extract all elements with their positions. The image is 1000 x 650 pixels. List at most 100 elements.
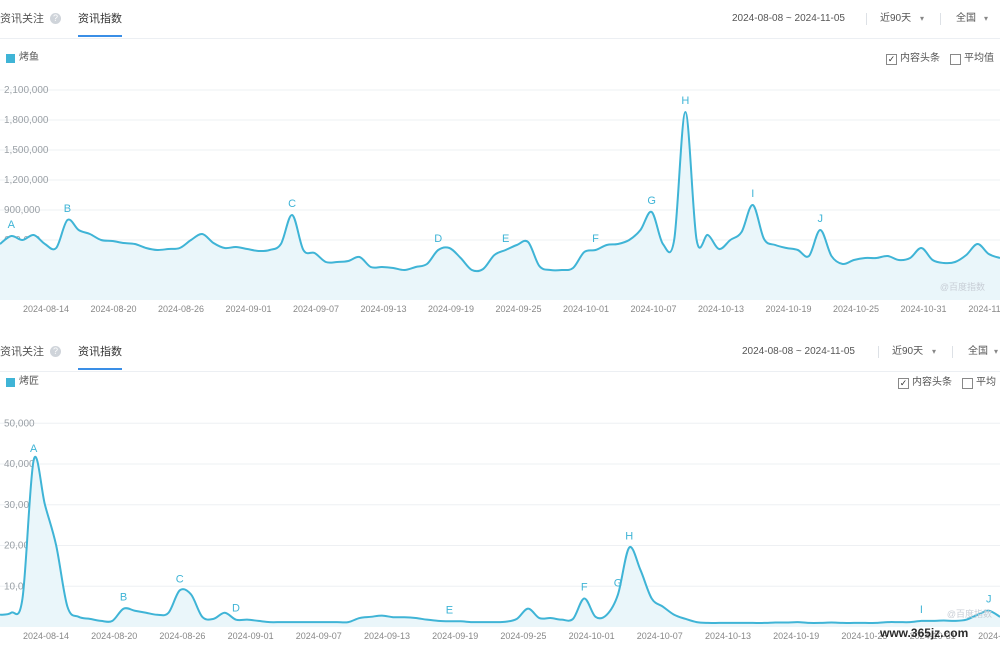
average-checkbox[interactable]	[962, 378, 973, 389]
x-tick-label: 2024-09-07	[293, 304, 339, 314]
x-tick-label: 2024-09-01	[228, 631, 274, 641]
content-headline-label: 内容头条	[900, 53, 940, 64]
event-marker-e[interactable]: E	[446, 604, 453, 616]
x-tick-label: 2024-10-31	[900, 304, 946, 314]
divider	[952, 346, 953, 358]
event-marker-i[interactable]: I	[920, 604, 923, 616]
average-label: 平均	[976, 377, 996, 388]
series-area	[0, 456, 1000, 627]
x-tick-label: 2024-10-07	[637, 631, 683, 641]
event-marker-c[interactable]: C	[288, 198, 296, 210]
x-tick-label: 2024-09-13	[364, 631, 410, 641]
event-marker-g[interactable]: G	[614, 577, 623, 589]
period-select[interactable]: 近90天	[880, 13, 912, 24]
legend-label[interactable]: 烤鱼	[19, 52, 39, 63]
chart-canvas: 300,000600,000900,0001,200,0001,500,0001…	[0, 85, 1000, 314]
x-tick-label: 2024-09-07	[296, 631, 342, 641]
average-label: 平均值	[964, 53, 994, 64]
region-select[interactable]: 全国	[956, 13, 976, 24]
x-tick-label: 2024-10-13	[705, 631, 751, 641]
content-headline-label: 内容头条	[912, 377, 952, 388]
y-tick-label: 50,000	[4, 418, 35, 429]
event-marker-c[interactable]: C	[176, 573, 184, 585]
y-tick-label: 1,200,000	[4, 175, 49, 186]
event-marker-a[interactable]: A	[30, 443, 38, 455]
x-tick-label: 2024-09-25	[500, 631, 546, 641]
x-tick-label: 2024-09-19	[432, 631, 478, 641]
tab-news-index[interactable]: 资讯指数	[78, 346, 122, 358]
x-tick-label: 2024-10-25	[841, 631, 887, 641]
event-marker-b[interactable]: B	[64, 203, 71, 215]
x-tick-label: 2024-08-20	[90, 304, 136, 314]
divider	[940, 13, 941, 25]
average-checkbox[interactable]	[950, 54, 961, 65]
event-marker-i[interactable]: I	[751, 188, 754, 200]
series-line[interactable]	[0, 455, 1000, 625]
tab-news-follow[interactable]: 资讯关注	[0, 13, 44, 25]
y-tick-label: 2,100,000	[4, 85, 49, 96]
tab-news-follow[interactable]: 资讯关注	[0, 346, 44, 358]
x-tick-label: 2024-09-25	[495, 304, 541, 314]
active-tab-indicator	[78, 35, 122, 37]
x-tick-label: 2024-11-05	[968, 304, 1000, 314]
help-icon[interactable]: ?	[50, 346, 61, 357]
event-marker-b[interactable]: B	[120, 592, 127, 604]
chevron-down-icon[interactable]: ▾	[932, 347, 937, 356]
y-tick-label: 10,000	[4, 581, 35, 592]
x-tick-label: 2024-08-14	[23, 304, 69, 314]
event-marker-a[interactable]: A	[8, 219, 16, 231]
content-headline-checkbox[interactable]: ✓	[886, 54, 897, 65]
x-tick-label: 2024-10-31	[910, 631, 956, 641]
y-tick-label: 900,000	[4, 205, 41, 216]
x-tick-label: 2024-11-05	[978, 631, 1000, 641]
y-tick-label: 1,800,000	[4, 115, 49, 126]
event-marker-f[interactable]: F	[592, 233, 599, 245]
series-area	[0, 112, 1000, 300]
event-marker-e[interactable]: E	[502, 233, 509, 245]
date-range-display[interactable]: 2024-08-08 ~ 2024-11-05	[742, 346, 855, 357]
chevron-down-icon[interactable]: ▾	[920, 14, 925, 23]
x-tick-label: 2024-10-19	[773, 631, 819, 641]
x-tick-label: 2024-08-26	[159, 631, 205, 641]
x-tick-label: 2024-08-20	[91, 631, 137, 641]
event-marker-d[interactable]: D	[232, 603, 240, 615]
divider	[878, 346, 879, 358]
tab-bar: 资讯关注 ? 资讯指数 2024-08-08 ~ 2024-11-05 近90天…	[0, 333, 1000, 372]
chart-canvas: 10,000 20,000 30,000 40,000 50,000 A B C D E F G H I J…	[0, 418, 1000, 641]
series-line[interactable]	[0, 110, 1000, 273]
x-tick-label: 2024-08-14	[23, 631, 69, 641]
x-tick-label: 2024-10-25	[833, 304, 879, 314]
x-tick-label: 2024-08-26	[158, 304, 204, 314]
x-tick-label: 2024-10-07	[630, 304, 676, 314]
help-icon[interactable]: ?	[50, 13, 61, 24]
event-marker-f[interactable]: F	[581, 581, 588, 593]
site-watermark: www.365jz.com	[880, 626, 969, 640]
region-select[interactable]: 全国	[968, 346, 988, 357]
legend-label[interactable]: 烤匠	[19, 376, 39, 387]
divider	[866, 13, 867, 25]
chevron-down-icon[interactable]: ▾	[994, 347, 999, 356]
tab-news-index[interactable]: 资讯指数	[78, 13, 122, 25]
event-marker-d[interactable]: D	[434, 233, 442, 245]
x-tick-label: 2024-10-13	[698, 304, 744, 314]
content-headline-checkbox[interactable]: ✓	[898, 378, 909, 389]
tab-bar: 资讯关注 ? 资讯指数 2024-08-08 ~ 2024-11-05 近90天…	[0, 0, 1000, 39]
legend-swatch	[6, 54, 15, 63]
event-marker-j[interactable]: J	[817, 213, 823, 225]
legend-swatch	[6, 378, 15, 387]
y-tick-label: 1,500,000	[4, 145, 49, 156]
chart-panel-2: 资讯关注 ? 资讯指数 2024-08-08 ~ 2024-11-05 近90天…	[0, 325, 1000, 650]
event-marker-j[interactable]: J	[986, 594, 992, 606]
event-marker-g[interactable]: G	[647, 195, 656, 207]
event-marker-h[interactable]: H	[681, 95, 689, 107]
chart-panel-1: 资讯关注 ? 资讯指数 2024-08-08 ~ 2024-11-05 近90天…	[0, 0, 1000, 314]
x-tick-label: 2024-10-01	[569, 631, 615, 641]
chevron-down-icon[interactable]: ▾	[984, 14, 989, 23]
period-select[interactable]: 近90天	[892, 346, 924, 357]
x-tick-label: 2024-10-01	[563, 304, 609, 314]
event-marker-h[interactable]: H	[625, 531, 633, 543]
active-tab-indicator	[78, 368, 122, 370]
date-range-display[interactable]: 2024-08-08 ~ 2024-11-05	[732, 13, 845, 24]
x-tick-label: 2024-09-01	[225, 304, 271, 314]
y-tick-label: 30,000	[4, 500, 35, 511]
